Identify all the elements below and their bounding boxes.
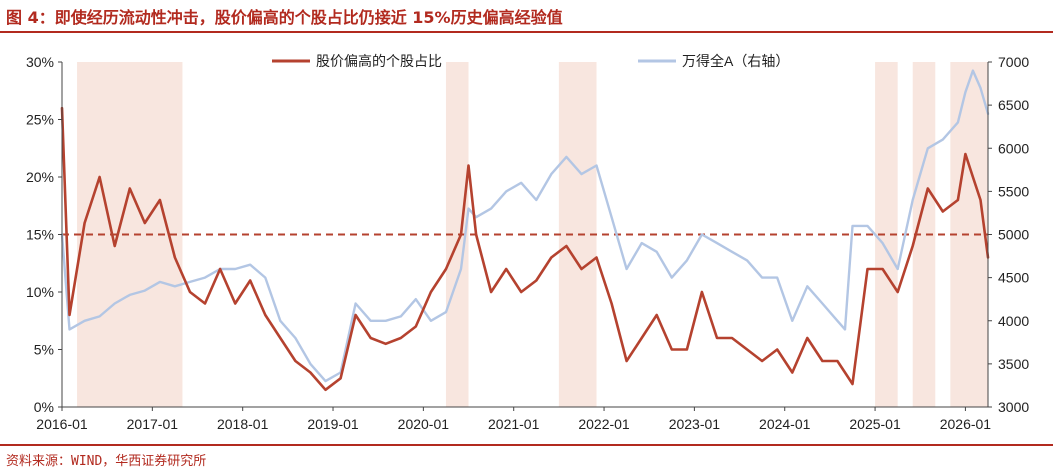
x-tick-label: 2025-01 — [849, 416, 901, 432]
x-tick-label: 2026-01 — [940, 416, 992, 432]
left-tick-label: 20% — [26, 169, 54, 185]
right-tick-label: 5000 — [998, 227, 1029, 243]
dual-axis-line-chart: 0% 5% 10% 15% 20% 25% 30% 3000 3500 4000 4500 5000… — [26, 53, 1029, 432]
top-divider — [0, 31, 1053, 33]
right-y-axis: 3000 3500 4000 4500 5000 5500 6000 6500 7000 — [988, 54, 1029, 415]
series-line-wind-all-a — [60, 69, 990, 383]
left-tick-label: 15% — [26, 227, 54, 243]
x-tick-label: 2020-01 — [398, 416, 450, 432]
x-tick-label: 2017-01 — [127, 416, 179, 432]
x-tick-label: 2021-01 — [488, 416, 540, 432]
legend: 股价偏高的个股占比 万得全A（右轴） — [272, 53, 789, 69]
legend-label-2: 万得全A（右轴） — [682, 53, 789, 69]
right-tick-label: 6000 — [998, 140, 1029, 156]
x-tick-label: 2016-01 — [36, 416, 88, 432]
right-tick-label: 3500 — [998, 356, 1029, 372]
right-tick-label: 3000 — [998, 399, 1029, 415]
left-tick-label: 30% — [26, 54, 54, 70]
shaded-period-2 — [445, 62, 469, 407]
left-tick-label: 10% — [26, 284, 54, 300]
right-tick-label: 5500 — [998, 183, 1029, 199]
legend-label-1: 股价偏高的个股占比 — [316, 53, 442, 69]
x-tick-label: 2023-01 — [669, 416, 721, 432]
figure-title: 图 4：即使经历流动性冲击，股价偏高的个股占比仍接近 15%历史偏高经验值 — [6, 8, 563, 27]
left-tick-label: 5% — [34, 342, 54, 358]
left-tick-label: 25% — [26, 112, 54, 128]
x-axis: 2016-01 2017-01 2018-01 2019-01 2020-01 2021-… — [36, 407, 991, 432]
x-tick-label: 2018-01 — [217, 416, 269, 432]
series-line-share-overvalued — [60, 106, 990, 392]
x-tick-label: 2019-01 — [307, 416, 359, 432]
right-tick-label: 6500 — [998, 97, 1029, 113]
x-tick-label: 2022-01 — [578, 416, 630, 432]
shaded-period-4 — [875, 62, 898, 407]
right-tick-label: 4000 — [998, 313, 1029, 329]
right-tick-label: 4500 — [998, 270, 1029, 286]
bottom-divider — [0, 444, 1053, 446]
right-tick-label: 7000 — [998, 54, 1029, 70]
series-lines — [60, 69, 990, 392]
left-y-axis: 0% 5% 10% 15% 20% 25% 30% — [26, 54, 62, 415]
left-tick-label: 0% — [34, 399, 54, 415]
x-tick-label: 2024-01 — [759, 416, 811, 432]
source-note: 资料来源：WIND，华西证券研究所 — [6, 454, 207, 469]
